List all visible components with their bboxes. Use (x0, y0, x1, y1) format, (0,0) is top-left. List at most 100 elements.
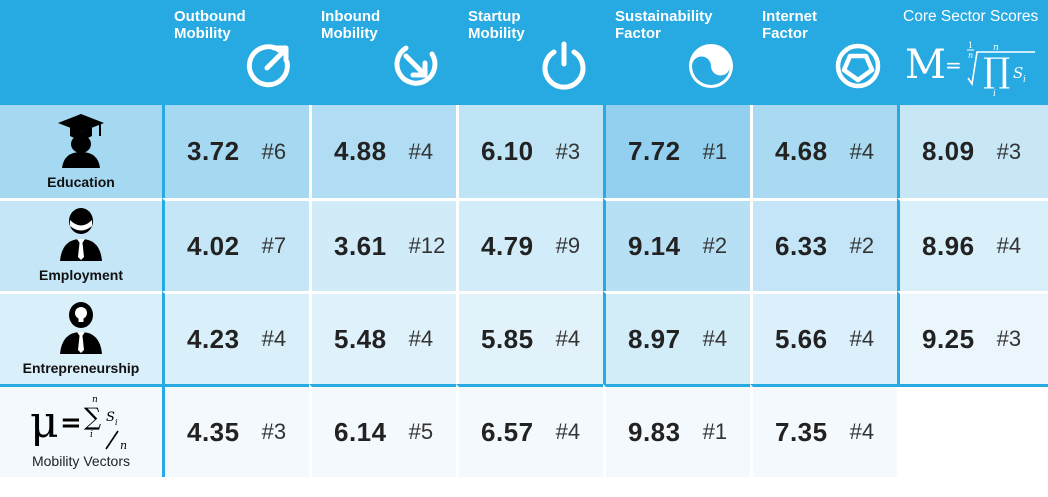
row-label: Employment (38, 267, 123, 283)
row-label: Entrepreneurship (22, 360, 140, 376)
svg-text:i: i (993, 89, 996, 99)
mobility-internet-cell: 7.35 #4 (750, 384, 897, 477)
score-value: 5.48 (334, 323, 387, 354)
svg-text:=: = (945, 53, 962, 77)
header-label: Outbound Mobility (174, 8, 246, 42)
score-value: 3.61 (334, 230, 387, 261)
header-label: Internet Factor (762, 8, 818, 42)
header-label: Inbound Mobility (321, 8, 381, 42)
education-sustainability-cell: 7.72 #1 (603, 105, 750, 198)
rank-value: #4 (996, 233, 1022, 258)
mobility-outbound-cell: 4.35 #3 (162, 384, 309, 477)
rank-value: #7 (261, 233, 287, 258)
header-core-sector-scores: Core Sector Scores M = 1 n n ∏ i S i (897, 0, 1048, 105)
header-label: Core Sector Scores (903, 8, 1039, 25)
score-value: 3.72 (187, 136, 240, 166)
svg-text:i: i (90, 430, 93, 440)
rank-value: #9 (555, 233, 581, 258)
core-score-formula: M = 1 n n ∏ i S i (905, 41, 1035, 99)
score-value: 6.33 (775, 230, 828, 261)
rank-value: #12 (408, 233, 446, 258)
score-value: 4.02 (187, 230, 240, 261)
rank-value: #3 (555, 138, 581, 164)
row-label: Education (47, 174, 115, 190)
employment-core-cell: 8.96 #4 (897, 198, 1048, 291)
svg-text:1: 1 (968, 41, 973, 50)
svg-text:M: M (905, 42, 946, 88)
graduate-icon (58, 114, 104, 168)
score-value: 8.09 (922, 136, 975, 166)
svg-text:i: i (115, 418, 118, 427)
rank-value: #4 (849, 138, 875, 164)
entrepreneurship-sustainability-cell: 8.97 #4 (603, 291, 750, 384)
score-value: 8.96 (922, 230, 975, 261)
svg-text:∏: ∏ (983, 51, 1010, 91)
svg-text:=: = (60, 408, 82, 438)
inbound-arrow-icon (394, 45, 438, 86)
employment-sustainability-cell: 9.14 #2 (603, 198, 750, 291)
rank-value: #4 (408, 326, 434, 351)
mobility-inbound-cell: 6.14 #5 (309, 384, 456, 477)
rank-value: #2 (849, 233, 875, 258)
svg-text:S: S (1013, 64, 1023, 82)
employment-startup-cell: 4.79 #9 (456, 198, 603, 291)
rank-value: #1 (702, 419, 728, 444)
entrepreneurship-startup-cell: 5.85 #4 (456, 291, 603, 384)
mobility-core-empty-cell (897, 384, 1048, 477)
header-internet-factor: Internet Factor (750, 0, 897, 105)
header-label: Sustainability Factor (615, 8, 713, 42)
education-startup-cell: 6.10 #3 (456, 105, 603, 198)
score-value: 7.35 (775, 416, 828, 447)
score-value: 6.57 (481, 416, 534, 447)
score-value: 6.14 (334, 416, 387, 447)
education-internet-cell: 4.68 #4 (750, 105, 897, 198)
rank-value: #3 (996, 138, 1022, 164)
score-value: 4.68 (775, 136, 828, 166)
row-header-entrepreneurship: Entrepreneurship (0, 291, 162, 384)
entrepreneurship-internet-cell: 5.66 #4 (750, 291, 897, 384)
svg-text:i: i (1023, 75, 1026, 85)
row-header-mobility-vectors: μ = n ∑ i S i n Mobility Vectors (0, 384, 162, 477)
rank-value: #1 (702, 138, 728, 164)
education-inbound-cell: 4.88 #4 (309, 105, 456, 198)
entrepreneurship-inbound-cell: 5.48 #4 (309, 291, 456, 384)
education-core-cell: 8.09 #3 (897, 105, 1048, 198)
employment-outbound-cell: 4.02 #7 (162, 198, 309, 291)
header-startup-mobility: Startup Mobility (456, 0, 603, 105)
mobility-vector-formula: μ = n ∑ i S i n (30, 395, 127, 452)
mobility-startup-cell: 6.57 #4 (456, 384, 603, 477)
rank-value: #4 (261, 326, 287, 351)
rank-value: #2 (702, 233, 728, 258)
employment-inbound-cell: 3.61 #12 (309, 198, 456, 291)
mobility-sustainability-cell: 9.83 #1 (603, 384, 750, 477)
row-header-employment: Employment (0, 198, 162, 291)
yin-yang-icon (689, 44, 733, 88)
score-value: 4.88 (334, 136, 387, 166)
header-outbound-mobility: Outbound Mobility (162, 0, 309, 105)
score-value: 7.72 (628, 136, 681, 166)
rank-value: #4 (849, 326, 875, 351)
employee-icon (60, 208, 102, 261)
score-value: 5.66 (775, 323, 828, 354)
rank-value: #4 (849, 419, 875, 444)
header-inbound-mobility: Inbound Mobility (309, 0, 456, 105)
power-icon (542, 41, 586, 90)
score-value: 4.23 (187, 323, 240, 354)
header-sustainability-factor: Sustainability Factor (603, 0, 750, 105)
score-value: 8.97 (628, 323, 681, 354)
outbound-arrow-icon (246, 44, 290, 88)
row-header-education: Education (0, 105, 162, 198)
entrepreneurship-core-cell: 9.25 #3 (897, 291, 1048, 384)
header-corner (0, 0, 162, 105)
employment-internet-cell: 6.33 #2 (750, 198, 897, 291)
svg-text:n: n (968, 51, 973, 60)
entrepreneurship-outbound-cell: 4.23 #4 (162, 291, 309, 384)
globe-network-icon (835, 43, 881, 89)
rank-value: #4 (408, 138, 434, 164)
rank-value: #4 (555, 419, 581, 444)
rank-value: #3 (261, 419, 287, 444)
svg-text:μ: μ (30, 397, 59, 448)
rank-value: #3 (996, 326, 1022, 351)
header-label: Startup Mobility (468, 8, 525, 42)
